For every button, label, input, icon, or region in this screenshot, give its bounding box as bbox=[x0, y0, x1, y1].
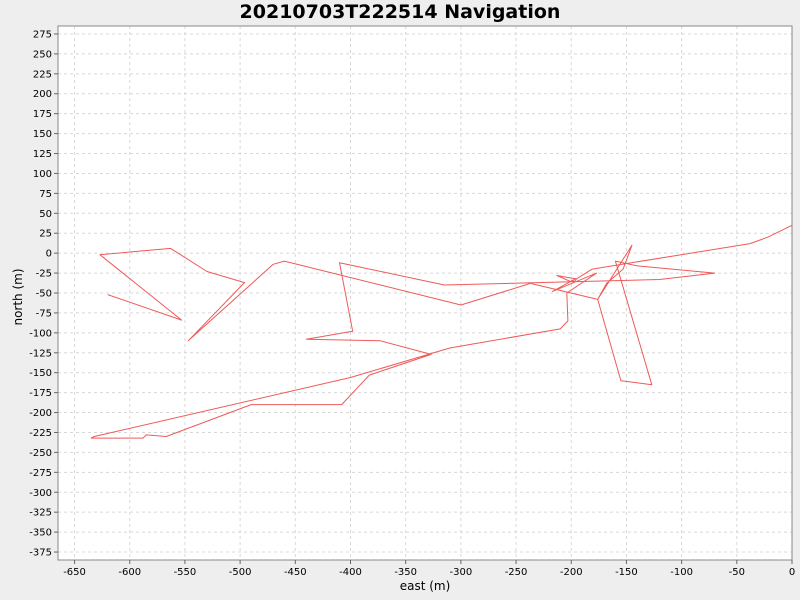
y-tick-label: -175 bbox=[29, 388, 52, 399]
y-tick-label: -275 bbox=[29, 468, 52, 479]
x-tick-label: -450 bbox=[284, 567, 307, 578]
x-tick-label: -650 bbox=[63, 567, 86, 578]
x-tick-label: 0 bbox=[789, 567, 795, 578]
y-tick-label: -325 bbox=[29, 508, 52, 519]
y-axis-label: north (m) bbox=[11, 268, 25, 325]
y-tick-label: -50 bbox=[36, 289, 52, 300]
x-tick-label: -400 bbox=[339, 567, 362, 578]
x-tick-label: -550 bbox=[174, 567, 197, 578]
y-tick-label: 200 bbox=[33, 89, 52, 100]
y-tick-label: 250 bbox=[33, 49, 52, 60]
x-tick-label: -100 bbox=[670, 567, 693, 578]
y-tick-label: -100 bbox=[29, 328, 52, 339]
y-tick-label: 100 bbox=[33, 169, 52, 180]
y-tick-label: -25 bbox=[36, 269, 52, 280]
x-tick-label: -250 bbox=[505, 567, 528, 578]
navigation-track-line bbox=[90, 224, 793, 439]
x-tick-label: -500 bbox=[229, 567, 252, 578]
y-tick-label: -125 bbox=[29, 348, 52, 359]
y-tick-label: -375 bbox=[29, 548, 52, 559]
x-axis: -650 -600 -550 -500 -450 -400 -350 -300 -250 -200… bbox=[63, 560, 795, 578]
y-tick-label: -350 bbox=[29, 528, 52, 539]
x-tick-label: -300 bbox=[450, 567, 473, 578]
y-tick-label: -250 bbox=[29, 448, 52, 459]
x-tick-label: -350 bbox=[394, 567, 417, 578]
y-tick-label: 150 bbox=[33, 129, 52, 140]
series-layer bbox=[90, 224, 793, 439]
x-tick-label: -600 bbox=[118, 567, 141, 578]
x-tick-label: -50 bbox=[729, 567, 745, 578]
x-tick-label: -200 bbox=[560, 567, 583, 578]
y-tick-label: -150 bbox=[29, 368, 52, 379]
y-tick-label: -225 bbox=[29, 428, 52, 439]
y-tick-label: 0 bbox=[46, 249, 52, 260]
y-tick-label: 25 bbox=[39, 229, 52, 240]
y-tick-label: 75 bbox=[39, 189, 52, 200]
y-tick-label: -300 bbox=[29, 488, 52, 499]
y-tick-label: 175 bbox=[33, 109, 52, 120]
y-tick-label: 125 bbox=[33, 149, 52, 160]
y-tick-label: 50 bbox=[39, 209, 52, 220]
chart-title: 20210703T222514 Navigation bbox=[239, 1, 561, 23]
y-tick-label: -75 bbox=[36, 308, 52, 319]
x-tick-label: -150 bbox=[615, 567, 638, 578]
y-axis: 2752502252001751501251007550250-25-50-75… bbox=[29, 29, 58, 559]
x-axis-label: east (m) bbox=[400, 579, 451, 593]
y-tick-label: 225 bbox=[33, 69, 52, 80]
y-tick-label: -200 bbox=[29, 408, 52, 419]
y-tick-label: 275 bbox=[33, 29, 52, 40]
